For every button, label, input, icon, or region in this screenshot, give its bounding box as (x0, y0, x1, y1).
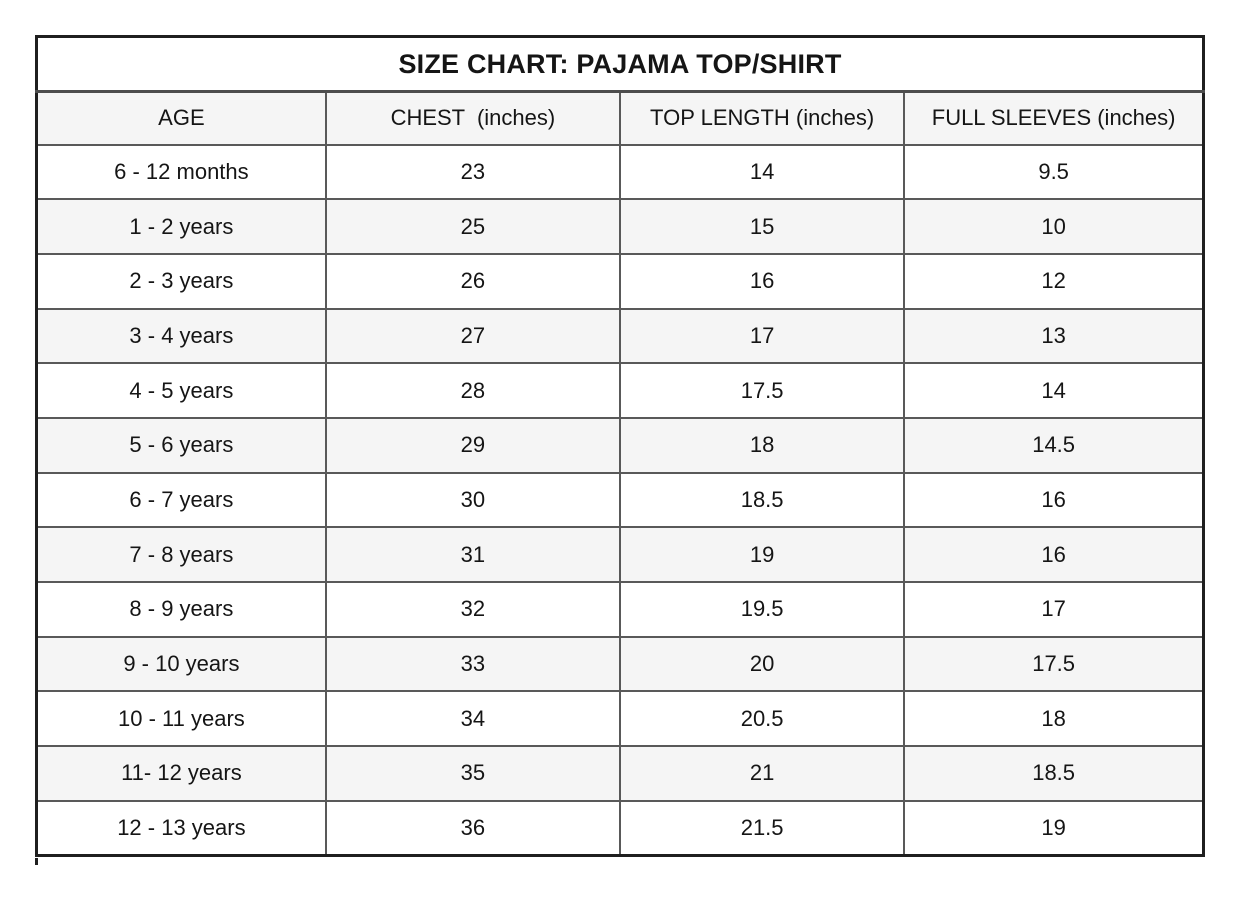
chest-cell: 31 (324, 526, 621, 583)
chest-cell: 28 (324, 362, 621, 419)
table-title-row: SIZE CHART: PAJAMA TOP/SHIRT (35, 35, 1205, 93)
chest-cell: 26 (324, 252, 621, 310)
column-header-top-length: TOP LENGTH (inches) (618, 90, 906, 146)
chest-cell: 23 (324, 143, 621, 201)
table-row: 7 - 8 years 31 19 16 (35, 526, 1205, 583)
age-cell: 12 - 13 years (35, 799, 327, 857)
top-length-cell: 16 (618, 252, 906, 310)
age-cell: 9 - 10 years (35, 635, 327, 693)
chest-cell: 35 (324, 745, 621, 802)
table-row: 6 - 12 months 23 14 9.5 (35, 143, 1205, 201)
table-row: 5 - 6 years 29 18 14.5 (35, 416, 1205, 474)
full-sleeves-cell: 14 (903, 362, 1205, 419)
full-sleeves-cell: 16 (903, 526, 1205, 583)
age-cell: 4 - 5 years (35, 362, 327, 419)
table-row: 1 - 2 years 25 15 10 (35, 198, 1205, 255)
age-cell: 11- 12 years (35, 745, 327, 802)
size-chart-table: SIZE CHART: PAJAMA TOP/SHIRT AGE CHEST (… (35, 35, 1205, 857)
chest-cell: 29 (324, 416, 621, 474)
full-sleeves-cell: 17 (903, 581, 1205, 638)
age-cell: 1 - 2 years (35, 198, 327, 255)
chest-cell: 36 (324, 799, 621, 857)
chest-cell: 33 (324, 635, 621, 693)
table-row: 9 - 10 years 33 20 17.5 (35, 635, 1205, 693)
full-sleeves-cell: 17.5 (903, 635, 1205, 693)
top-length-cell: 21 (618, 745, 906, 802)
table-row: 11- 12 years 35 21 18.5 (35, 745, 1205, 802)
full-sleeves-cell: 12 (903, 252, 1205, 310)
age-cell: 5 - 6 years (35, 416, 327, 474)
table-row: 10 - 11 years 34 20.5 18 (35, 690, 1205, 748)
full-sleeves-cell: 10 (903, 198, 1205, 255)
age-cell: 10 - 11 years (35, 690, 327, 748)
column-header-chest: CHEST (inches) (324, 90, 621, 146)
top-length-cell: 15 (618, 198, 906, 255)
top-length-cell: 18.5 (618, 471, 906, 529)
table-header-row: AGE CHEST (inches) TOP LENGTH (inches) F… (35, 90, 1205, 146)
full-sleeves-cell: 18 (903, 690, 1205, 748)
age-cell: 6 - 7 years (35, 471, 327, 529)
top-length-cell: 19.5 (618, 581, 906, 638)
age-cell: 6 - 12 months (35, 143, 327, 201)
chest-cell: 25 (324, 198, 621, 255)
top-length-cell: 19 (618, 526, 906, 583)
table-row: 8 - 9 years 32 19.5 17 (35, 581, 1205, 638)
top-length-cell: 20.5 (618, 690, 906, 748)
chest-cell: 34 (324, 690, 621, 748)
full-sleeves-cell: 16 (903, 471, 1205, 529)
column-header-age: AGE (35, 90, 327, 146)
age-cell: 2 - 3 years (35, 252, 327, 310)
table-row: 2 - 3 years 26 16 12 (35, 252, 1205, 310)
column-header-full-sleeves: FULL SLEEVES (inches) (903, 90, 1205, 146)
table-left-border-remnant (35, 858, 38, 865)
table-row: 4 - 5 years 28 17.5 14 (35, 362, 1205, 419)
full-sleeves-cell: 14.5 (903, 416, 1205, 474)
table-row: 12 - 13 years 36 21.5 19 (35, 799, 1205, 857)
chest-cell: 32 (324, 581, 621, 638)
table-row: 3 - 4 years 27 17 13 (35, 307, 1205, 365)
age-cell: 7 - 8 years (35, 526, 327, 583)
table-title: SIZE CHART: PAJAMA TOP/SHIRT (35, 35, 1205, 93)
top-length-cell: 17 (618, 307, 906, 365)
full-sleeves-cell: 18.5 (903, 745, 1205, 802)
top-length-cell: 21.5 (618, 799, 906, 857)
table-body: 6 - 12 months 23 14 9.5 1 - 2 years 25 1… (35, 143, 1205, 857)
full-sleeves-cell: 9.5 (903, 143, 1205, 201)
chest-cell: 30 (324, 471, 621, 529)
age-cell: 3 - 4 years (35, 307, 327, 365)
top-length-cell: 14 (618, 143, 906, 201)
top-length-cell: 20 (618, 635, 906, 693)
top-length-cell: 18 (618, 416, 906, 474)
chest-cell: 27 (324, 307, 621, 365)
full-sleeves-cell: 19 (903, 799, 1205, 857)
table-row: 6 - 7 years 30 18.5 16 (35, 471, 1205, 529)
top-length-cell: 17.5 (618, 362, 906, 419)
age-cell: 8 - 9 years (35, 581, 327, 638)
full-sleeves-cell: 13 (903, 307, 1205, 365)
